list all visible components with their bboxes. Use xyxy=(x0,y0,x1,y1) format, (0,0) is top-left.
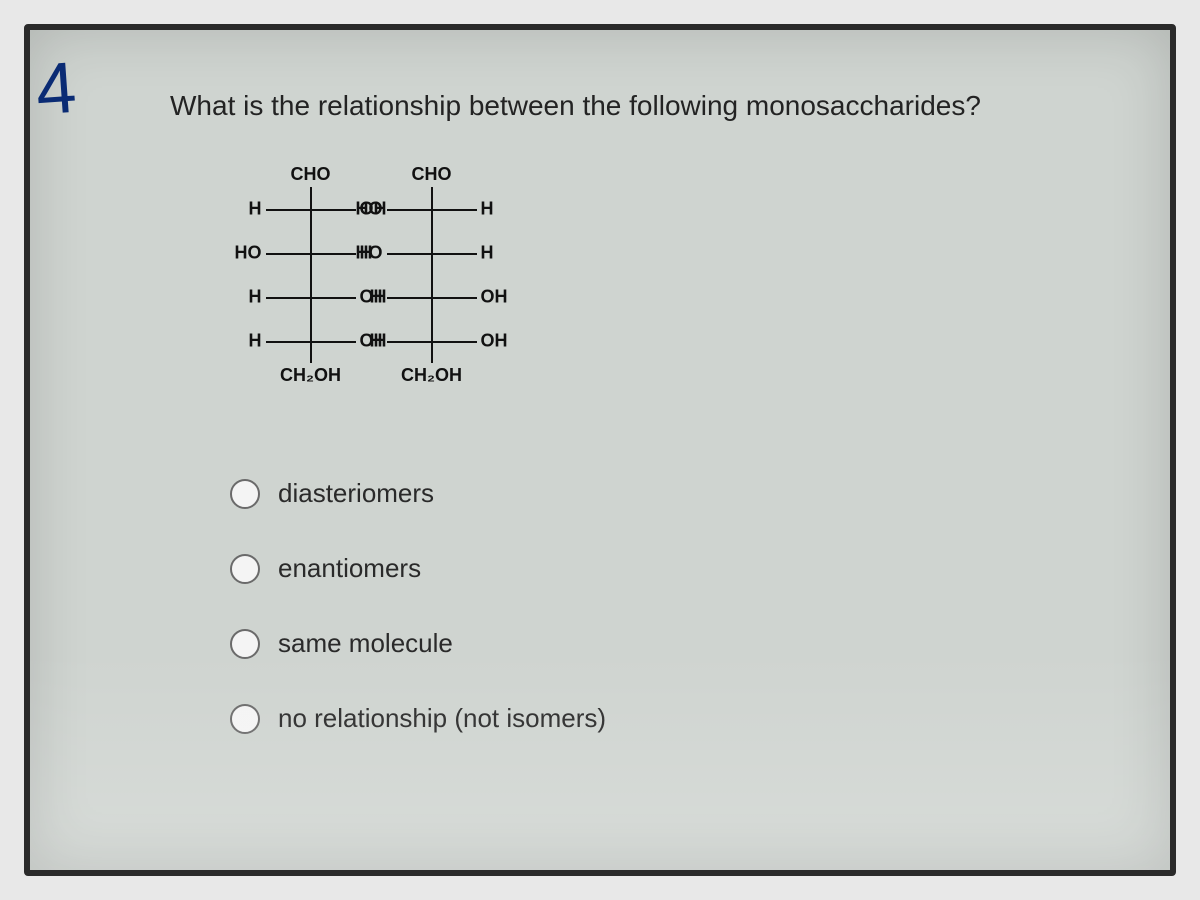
fischer2-c2-right: H xyxy=(481,199,494,220)
fischer2-c2-left: HO xyxy=(356,199,383,220)
option-diasteriomers[interactable]: diasteriomers xyxy=(230,478,1110,509)
fischer2-c4: H OH xyxy=(431,275,433,319)
fischer2-bottom-group: CH₂OH xyxy=(401,363,462,388)
fischer2-c2: HO H xyxy=(431,187,433,231)
fischer1-c4-left: H xyxy=(249,287,262,308)
fischer1-c4: H OH xyxy=(310,275,312,319)
fischer1-c3-bond xyxy=(266,253,356,255)
fischer1-c4-bond xyxy=(266,297,356,299)
fischer2-c5-bond xyxy=(387,341,477,343)
fischer2-c4-right: OH xyxy=(481,287,508,308)
radio-icon xyxy=(230,479,260,509)
option-label: diasteriomers xyxy=(278,478,434,509)
fischer1-c2-left: H xyxy=(249,199,262,220)
fischer1-bottom-group: CH₂OH xyxy=(280,363,341,388)
fischer1-top-group: CHO xyxy=(280,162,341,187)
answer-options: diasteriomers enantiomers same molecule … xyxy=(230,478,1110,734)
fischer2-top-group: CHO xyxy=(401,162,462,187)
option-label: same molecule xyxy=(278,628,453,659)
fischer2-c4-left: H xyxy=(370,287,383,308)
radio-icon xyxy=(230,629,260,659)
option-same-molecule[interactable]: same molecule xyxy=(230,628,1110,659)
fischer1-c2-bond xyxy=(266,209,356,211)
fischer2-c2-bond xyxy=(387,209,477,211)
option-label: enantiomers xyxy=(278,553,421,584)
option-enantiomers[interactable]: enantiomers xyxy=(230,553,1110,584)
radio-icon xyxy=(230,704,260,734)
fischer2-c5-right: OH xyxy=(481,331,508,352)
fischer2-c3: HO H xyxy=(431,231,433,275)
fischer1-backbone: H OH HO H H OH H xyxy=(310,187,312,363)
fischer1-c2: H OH xyxy=(310,187,312,231)
fischer2-c5: H OH xyxy=(431,319,433,363)
quiz-panel: 4 What is the relationship between the f… xyxy=(24,24,1176,876)
question-text: What is the relationship between the fol… xyxy=(170,90,1110,122)
fischer1-c3: HO H xyxy=(310,231,312,275)
fischer2-c3-bond xyxy=(387,253,477,255)
fischer1-c5-left: H xyxy=(249,331,262,352)
fischer2-c3-left: HO xyxy=(356,243,383,264)
fischer2-c4-bond xyxy=(387,297,477,299)
fischer2-backbone: HO H HO H H OH H xyxy=(431,187,433,363)
handwritten-annotation: 4 xyxy=(33,47,79,132)
fischer1-c5: H OH xyxy=(310,319,312,363)
fischer-structures: CHO H OH HO H H OH xyxy=(280,162,1110,388)
fischer-projection-2: CHO HO H HO H H OH xyxy=(401,162,462,388)
fischer1-c5-bond xyxy=(266,341,356,343)
fischer2-c5-left: H xyxy=(370,331,383,352)
fischer-projection-1: CHO H OH HO H H OH xyxy=(280,162,341,388)
content-area: What is the relationship between the fol… xyxy=(170,90,1110,778)
fischer1-c3-left: HO xyxy=(235,243,262,264)
option-label: no relationship (not isomers) xyxy=(278,703,606,734)
option-no-relationship[interactable]: no relationship (not isomers) xyxy=(230,703,1110,734)
fischer2-c3-right: H xyxy=(481,243,494,264)
radio-icon xyxy=(230,554,260,584)
